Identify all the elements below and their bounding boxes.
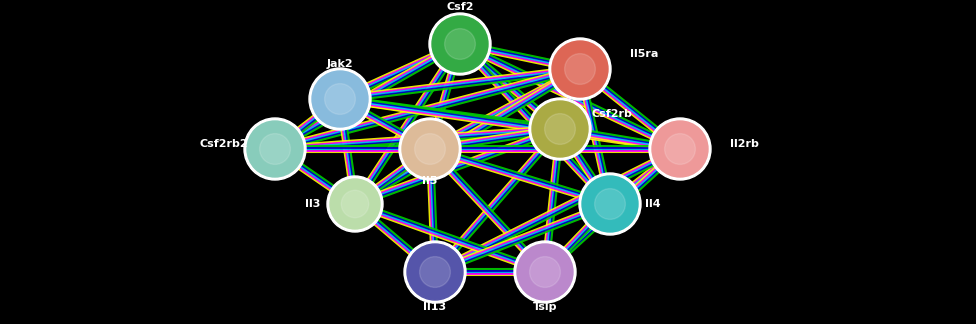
Circle shape — [532, 101, 588, 157]
Circle shape — [514, 241, 576, 303]
Text: Il2rb: Il2rb — [730, 139, 759, 149]
Circle shape — [247, 121, 303, 177]
Circle shape — [564, 53, 595, 84]
Circle shape — [415, 133, 445, 164]
Text: Csf2: Csf2 — [446, 2, 473, 12]
Text: Tslp: Tslp — [533, 302, 557, 312]
Circle shape — [327, 176, 383, 232]
Circle shape — [342, 190, 369, 218]
Text: Csf2rb2: Csf2rb2 — [199, 139, 248, 149]
Text: Il5: Il5 — [423, 176, 437, 186]
Circle shape — [244, 118, 306, 180]
Circle shape — [404, 241, 466, 303]
Circle shape — [309, 68, 371, 130]
Circle shape — [649, 118, 711, 180]
Circle shape — [517, 244, 573, 300]
Circle shape — [420, 257, 450, 287]
Circle shape — [407, 244, 463, 300]
Circle shape — [312, 71, 368, 127]
Circle shape — [429, 13, 491, 75]
Text: Il13: Il13 — [424, 302, 447, 312]
Circle shape — [594, 189, 626, 219]
Circle shape — [549, 38, 611, 100]
Circle shape — [652, 121, 708, 177]
Circle shape — [665, 133, 695, 164]
Circle shape — [330, 179, 380, 229]
Circle shape — [445, 29, 475, 59]
Circle shape — [545, 114, 576, 145]
Text: Il4: Il4 — [645, 199, 661, 209]
Circle shape — [529, 98, 591, 160]
Circle shape — [260, 133, 291, 164]
Circle shape — [579, 173, 641, 235]
Circle shape — [325, 84, 355, 114]
Circle shape — [530, 257, 560, 287]
Text: Il5ra: Il5ra — [630, 49, 659, 59]
Circle shape — [582, 176, 638, 232]
Circle shape — [402, 121, 458, 177]
Text: Il3: Il3 — [305, 199, 320, 209]
Text: Jak2: Jak2 — [327, 59, 353, 69]
Circle shape — [432, 16, 488, 72]
Circle shape — [399, 118, 461, 180]
Circle shape — [552, 41, 608, 97]
Text: Csf2rb: Csf2rb — [592, 109, 632, 119]
